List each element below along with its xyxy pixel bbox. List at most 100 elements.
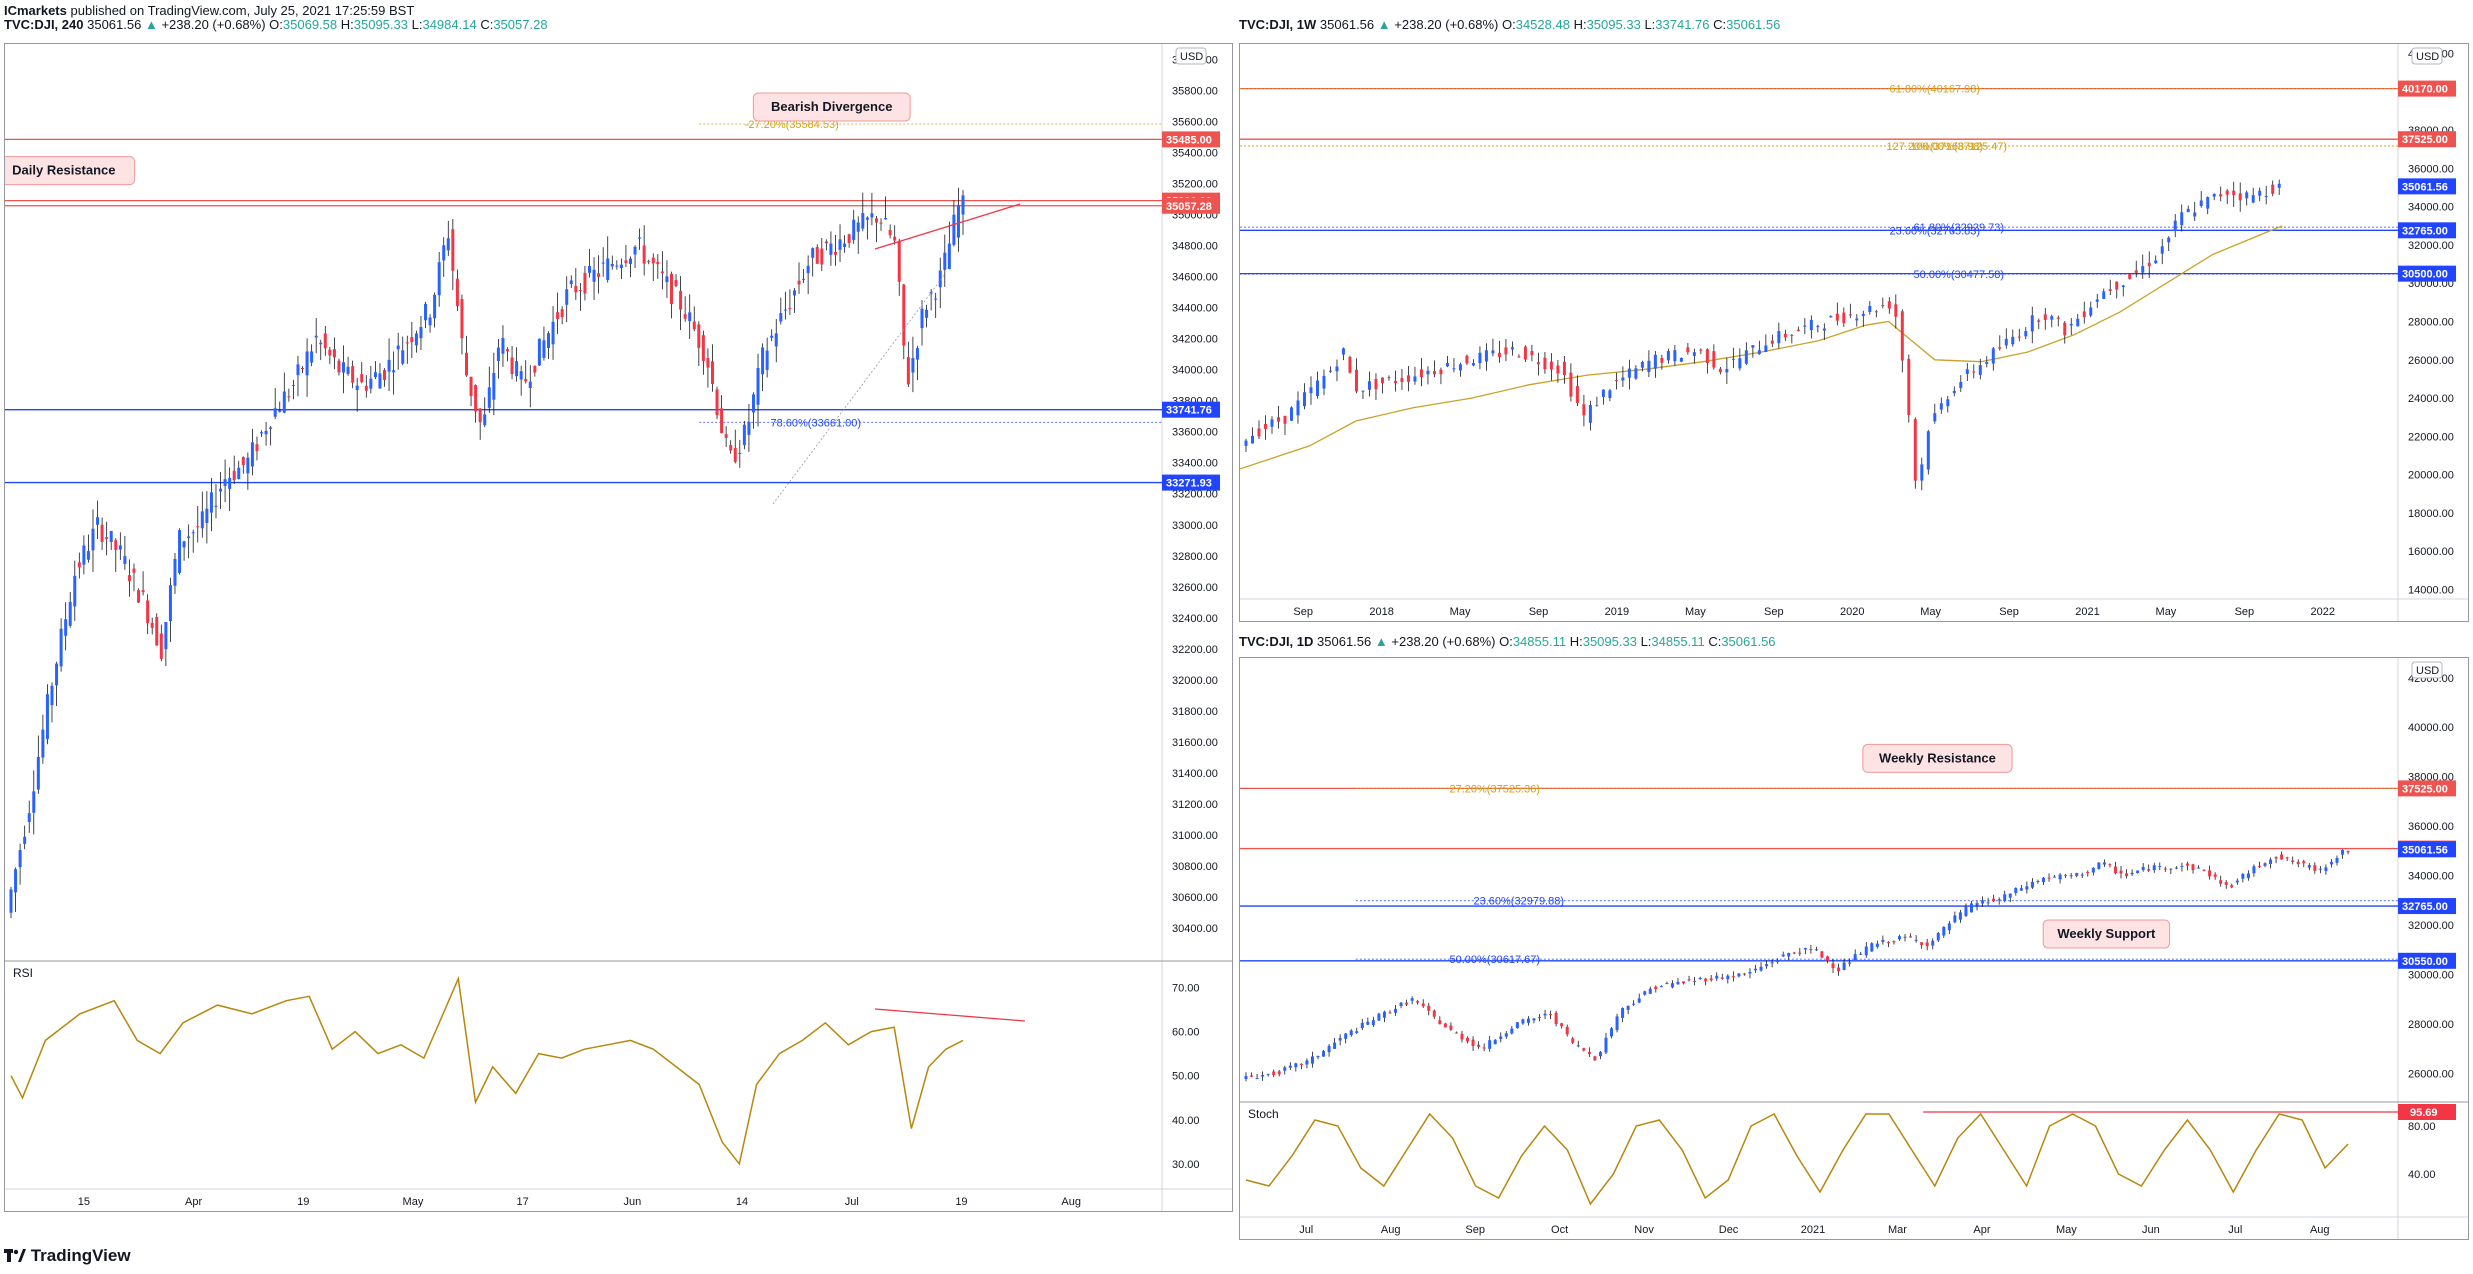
candle-body (2160, 246, 2164, 254)
w1-header: TVC:DJI, 1W 35061.56 ▲ +238.20 (+0.68%) … (1239, 17, 1780, 32)
level-price-tag (2398, 265, 2456, 282)
candle-body (1305, 1060, 1309, 1065)
h4-chart[interactable]: 36000.0035800.0035600.0035400.0035200.00… (0, 44, 1232, 1211)
candle-body (1569, 372, 1573, 397)
candle-body (460, 299, 464, 339)
candle-body (387, 359, 391, 372)
d1-chart-panel[interactable]: 42000.00 40000.00 38000.00 36000.00 34000.00… (1239, 657, 2469, 1240)
candle-body (1887, 301, 1891, 309)
level-price-tag (2398, 952, 2456, 969)
candle-body (2224, 882, 2228, 885)
h4-chart-panel[interactable]: 36000.0035800.0035600.0035400.0035200.00… (0, 43, 1233, 1212)
candle-body (1543, 1013, 1547, 1016)
candle-body (729, 445, 733, 451)
candle-body (1344, 1033, 1348, 1039)
candle-body (560, 309, 564, 317)
candle-body (419, 327, 423, 339)
candle-body (2191, 864, 2195, 871)
candle-body (483, 414, 487, 426)
candle-body (1715, 975, 1719, 979)
candle-body (1693, 980, 1697, 982)
w1-open: 34528.48 (1515, 17, 1570, 32)
candle-body (2263, 863, 2267, 866)
candle-body (2232, 190, 2236, 196)
candle-body (1565, 1026, 1569, 1035)
w1-last-price: 35061.56 (1319, 17, 1375, 32)
candle-body (1445, 363, 1449, 367)
candle-body (619, 264, 623, 269)
candle-body (2185, 863, 2189, 866)
candle-body (1881, 305, 1885, 307)
candle-body (255, 444, 259, 452)
candle-body (1848, 962, 1852, 964)
candle-body (2069, 875, 2073, 877)
candle-body (2257, 865, 2261, 867)
candle-body (1360, 1022, 1364, 1029)
candle-body (1997, 899, 2001, 901)
candle-body (592, 269, 596, 282)
publish-text: published on TradingView.com, July 25, 2… (70, 3, 415, 18)
tradingview-brand[interactable]: TradingView (4, 1246, 131, 1268)
oscillator-label: RSI (13, 966, 33, 980)
candle-body (1443, 1023, 1447, 1028)
level-price-tag (2398, 80, 2456, 97)
y-tick-label: 32600.00 (1172, 582, 1218, 594)
candle-body (1388, 1012, 1392, 1014)
candle-body (2030, 881, 2034, 888)
candle-body (27, 813, 31, 822)
candle-body (1643, 991, 1647, 995)
y-tick-label: 32800.00 (1172, 551, 1218, 563)
candle-body (1460, 1033, 1464, 1040)
h4-symbol[interactable]: TVC:DJI, 240 (4, 17, 84, 32)
candle-body (1257, 428, 1261, 437)
candle-body (519, 371, 523, 380)
candle-body (1809, 949, 1813, 951)
fib-label: 50.00%(30477.58) (1914, 269, 2005, 281)
candle-body (874, 218, 878, 223)
candle-body (1754, 968, 1758, 971)
candle-body (1288, 1065, 1292, 1068)
candle-body (1757, 350, 1761, 355)
candle-body (1294, 1063, 1298, 1068)
y-tick-label: 31200.00 (1172, 799, 1218, 811)
candle-body (305, 351, 309, 376)
candle-body (1582, 404, 1586, 416)
candle-body (2285, 857, 2289, 859)
w1-chart-panel[interactable]: 42000.0040000.0038000.0036000.0034000.00… (1239, 43, 2469, 622)
candle-body (715, 389, 719, 416)
candle-body (1427, 1005, 1431, 1011)
candle-body (1465, 355, 1469, 364)
candle-body (1439, 369, 1443, 375)
candle-body (114, 540, 118, 550)
y-tick-label: 35600.00 (1172, 117, 1218, 129)
candle-body (820, 248, 824, 265)
candle-body (884, 217, 888, 220)
x-tick-label: Jun (623, 1196, 641, 1208)
candle-body (364, 385, 368, 391)
candle-body (934, 298, 938, 300)
w1-chart[interactable]: 42000.0040000.0038000.0036000.0034000.00… (1239, 44, 2468, 621)
level-price-tag (1162, 401, 1220, 418)
candle-body (1471, 1039, 1475, 1046)
price-divergence-line (874, 203, 1021, 250)
candle-body (282, 391, 286, 413)
candle-body (1981, 900, 1985, 904)
d1-chart[interactable]: 42000.0040000.0038000.0036000.0034000.00… (1240, 658, 2468, 1239)
d1-symbol[interactable]: TVC:DJI, 1D (1239, 634, 1314, 649)
candle-body (956, 204, 960, 238)
candle-body (788, 308, 792, 310)
level-price-label: 35057.28 (1166, 201, 1212, 213)
candle-body (847, 234, 851, 244)
candle-body (870, 213, 874, 218)
candle-body (1731, 976, 1735, 978)
candle-body (437, 262, 441, 296)
candle-body (1416, 1001, 1420, 1003)
candle-body (1654, 986, 1658, 990)
candle-body (2280, 854, 2284, 860)
candle-body (1953, 915, 1957, 923)
candle-body (2089, 307, 2093, 316)
candle-body (615, 265, 619, 267)
w1-symbol[interactable]: TVC:DJI, 1W (1239, 17, 1317, 32)
candle-body (182, 541, 186, 548)
candle-body (961, 195, 965, 215)
